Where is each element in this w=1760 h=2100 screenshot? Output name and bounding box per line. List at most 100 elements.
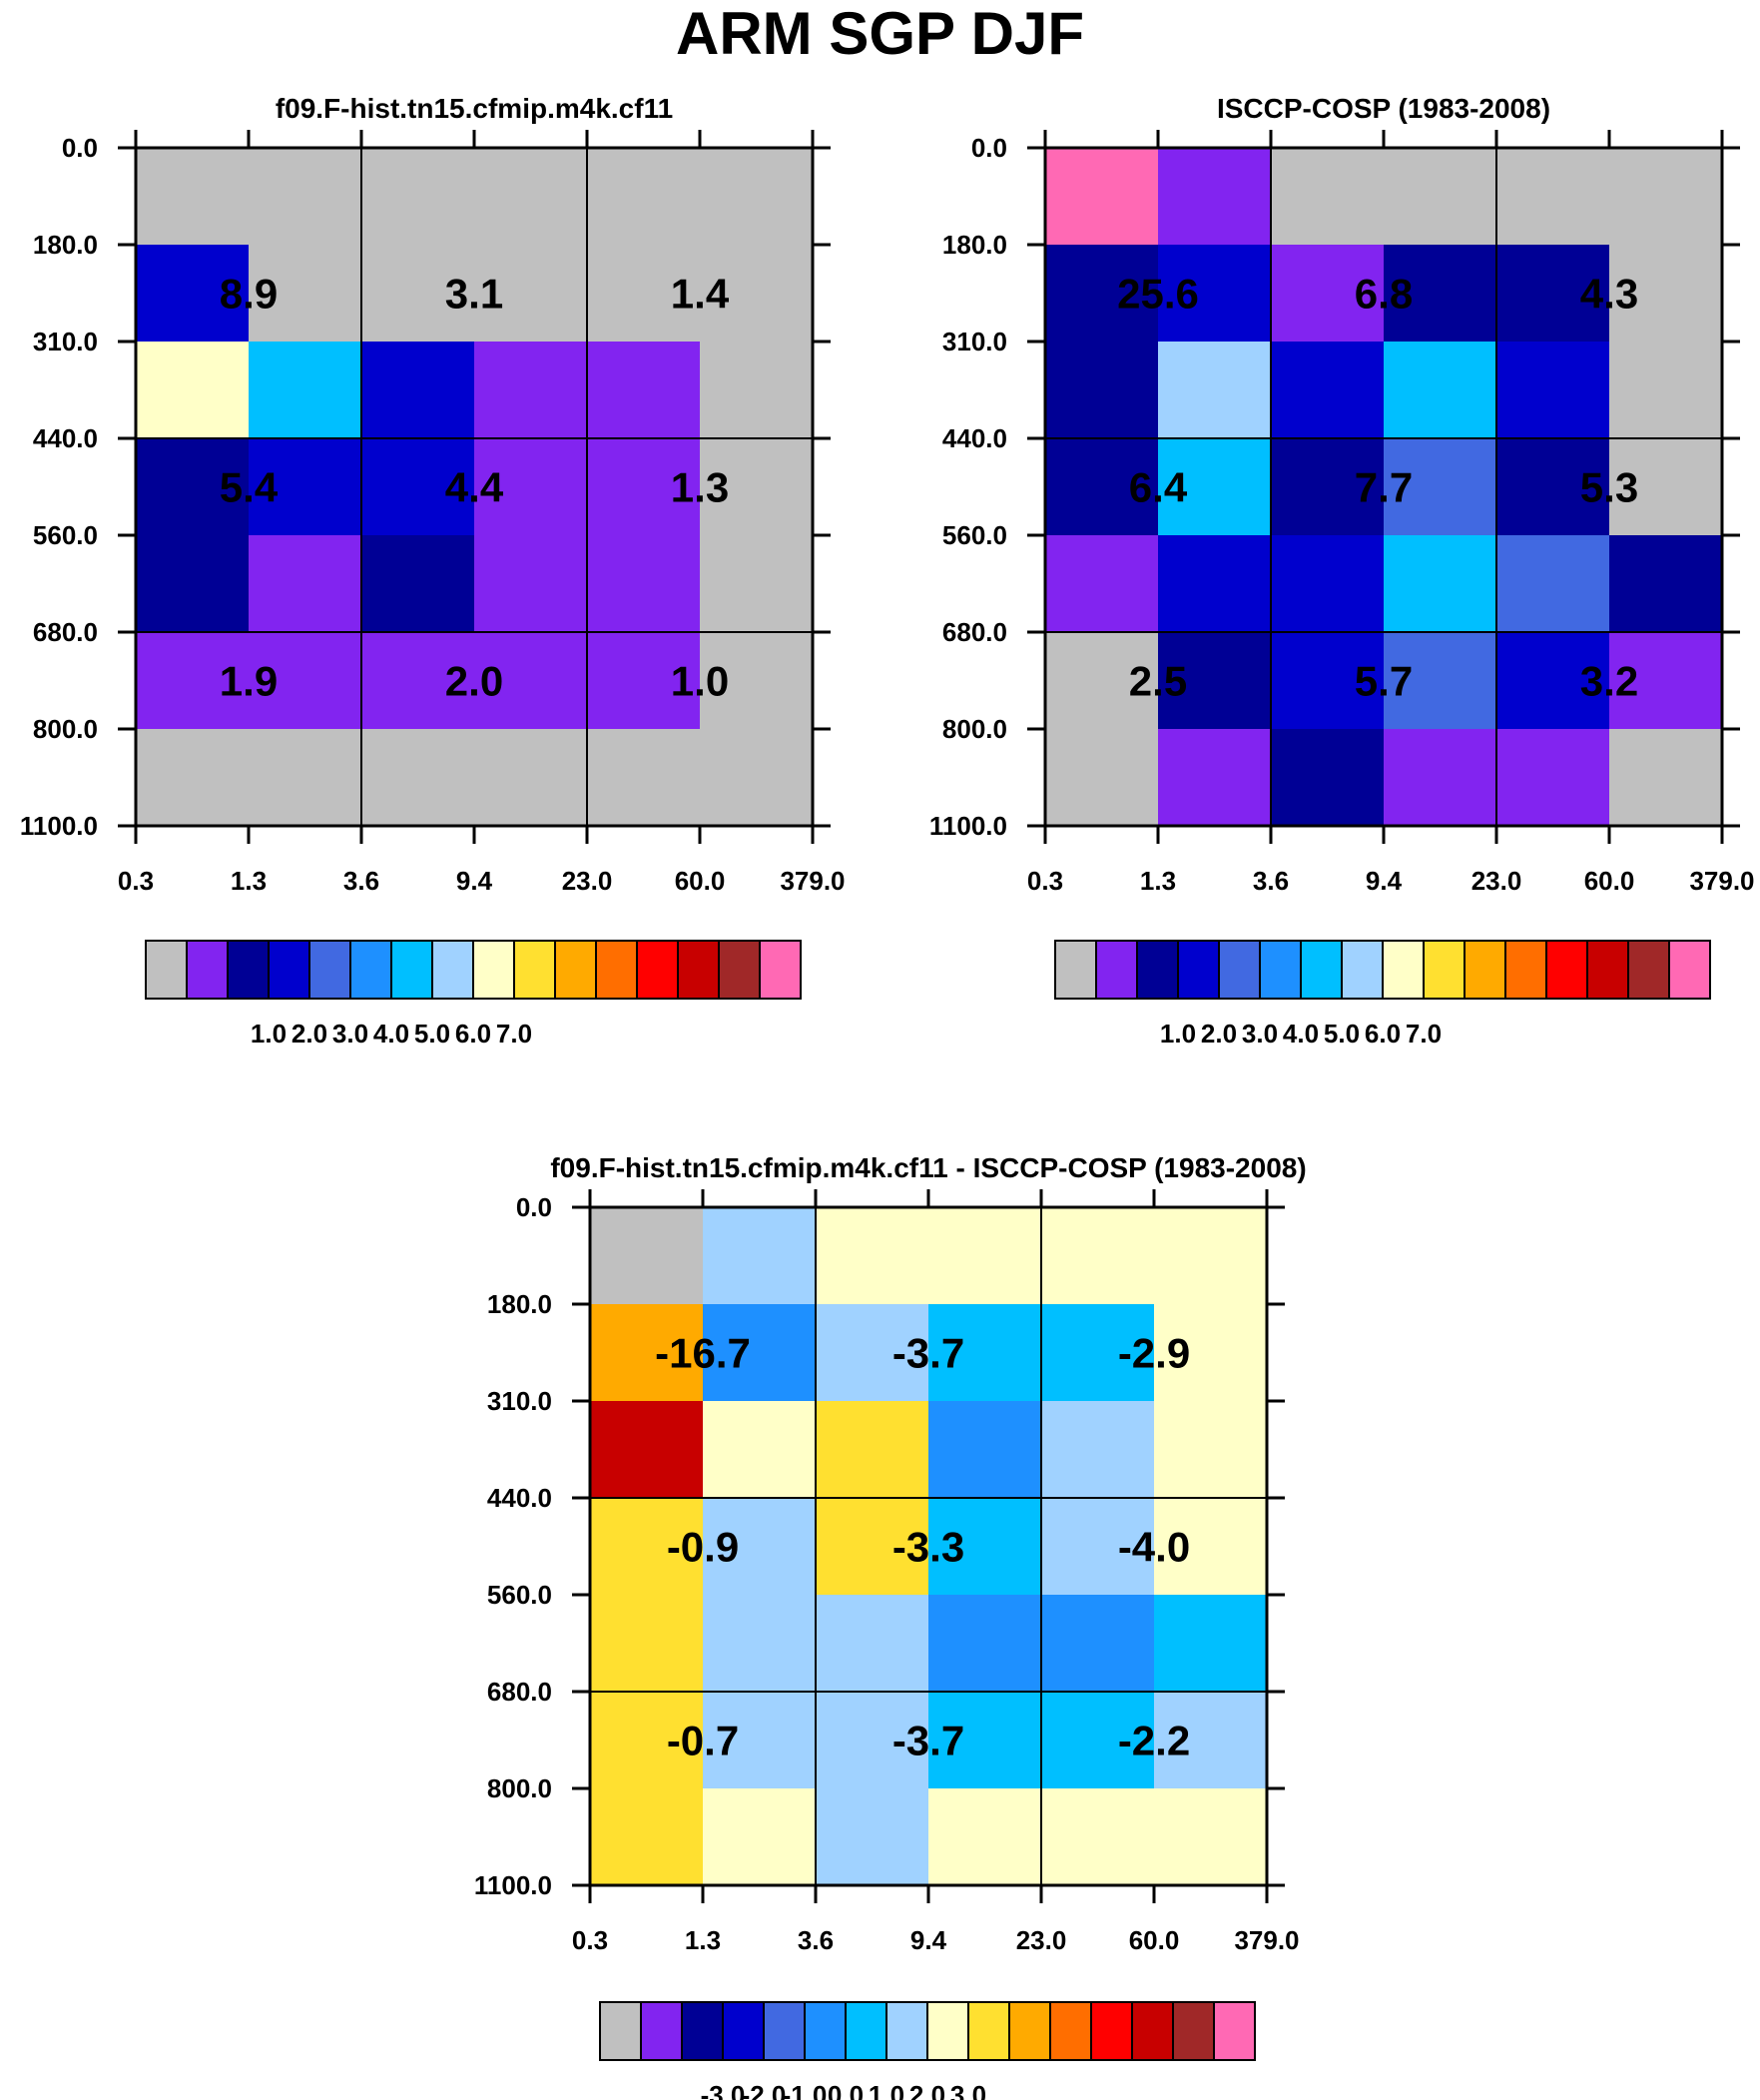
heatmap-cell (1158, 535, 1272, 633)
panel-observations: 0.3 1.3 3.6 9.4 23.0 60.0 379.0 0.0 180.0 310.0 44… (929, 93, 1755, 896)
colorbar-swatch (1341, 940, 1384, 1000)
heatmap-cell (1041, 1788, 1155, 1886)
heatmap-cell (1045, 245, 1159, 343)
colorbar-swatch (722, 2001, 765, 2061)
colorbar-swatch (1213, 2001, 1256, 2061)
colorbar-label: -3.0 (701, 2080, 746, 2100)
y-tick-label: 800.0 (487, 1773, 552, 1803)
colorbar-swatch (1423, 940, 1466, 1000)
heatmap-cell (700, 632, 814, 730)
heatmap-cell (136, 438, 250, 536)
y-tick-label: 440.0 (33, 423, 98, 453)
colorbar-model: 1.0 2.0 3.0 4.0 5.0 6.0 7.0 (145, 940, 802, 1049)
colorbar-swatch (1095, 940, 1138, 1000)
colorbar-swatch (1545, 940, 1588, 1000)
heatmap-cell (928, 1595, 1042, 1693)
heatmap-cell (249, 632, 362, 730)
heatmap-cell (703, 1595, 817, 1693)
colorbar-swatch (513, 940, 556, 1000)
panel-title: ISCCP-COSP (1983-2008) (1217, 93, 1550, 124)
heatmap-cell (1609, 535, 1723, 633)
y-tick-label: 1100.0 (20, 811, 98, 841)
heatmap-cell (1609, 632, 1723, 730)
heatmap-cell (474, 245, 588, 343)
colorbar-swatch (926, 2001, 969, 2061)
colorbar-swatch (268, 940, 310, 1000)
y-tick-label: 440.0 (942, 423, 1007, 453)
heatmap-cell (928, 1498, 1042, 1596)
box-value-label: 3.2 (1580, 658, 1638, 705)
heatmap-cell (136, 148, 250, 246)
heatmap-cell (587, 632, 701, 730)
colorbar-label: 5.0 (1324, 1019, 1360, 1049)
x-tick-label: 3.6 (343, 866, 379, 896)
colorbar-swatch (759, 940, 802, 1000)
x-tick-label: 3.6 (798, 1925, 834, 1955)
heatmap-cell (1158, 342, 1272, 439)
heatmap-cell (361, 342, 475, 439)
heatmap-cell (590, 1207, 704, 1305)
y-tick-label: 1100.0 (929, 811, 1007, 841)
x-tick-label: 1.3 (1140, 866, 1176, 896)
box-value-label: 25.6 (1117, 271, 1199, 318)
colorbar-observations: 1.0 2.0 3.0 4.0 5.0 6.0 7.0 (1054, 940, 1711, 1049)
figure-title: ARM SGP DJF (676, 0, 1084, 67)
box-value-label: 2.0 (445, 658, 503, 705)
x-tick-label: 379.0 (780, 866, 845, 896)
heatmap-cell (1158, 245, 1272, 343)
colorbar-swatch (718, 940, 761, 1000)
heatmap-cell (1154, 1595, 1268, 1693)
box-value-label: -0.7 (667, 1718, 739, 1764)
heatmap-cell (700, 148, 814, 246)
heatmap-cell (816, 1401, 929, 1499)
colorbar-label: -1.0 (783, 2080, 828, 2100)
colorbar-swatch (472, 940, 515, 1000)
heatmap-cell (249, 148, 362, 246)
box-value-label: 1.9 (220, 658, 278, 705)
box-value-label: 2.5 (1129, 658, 1187, 705)
panel-title: f09.F-hist.tn15.cfmip.m4k.cf11 - ISCCP-C… (550, 1152, 1306, 1183)
heatmap-cell (816, 1788, 929, 1886)
y-tick-label: 0.0 (62, 133, 98, 163)
heatmap-cell (928, 1788, 1042, 1886)
y-tick-label: 680.0 (33, 617, 98, 647)
heatmap-cell (1271, 729, 1385, 827)
heatmap-cell (361, 535, 475, 633)
heatmap-cell (1609, 729, 1723, 827)
y-tick-label: 1100.0 (474, 1870, 552, 1900)
box-value-label: 3.1 (445, 271, 503, 318)
x-tick-label: 379.0 (1234, 1925, 1299, 1955)
heatmap-cell (361, 632, 475, 730)
colorbar-swatch (595, 940, 638, 1000)
heatmap-cell (474, 535, 588, 633)
y-tick-label: 310.0 (33, 327, 98, 356)
heatmap-cell (136, 245, 250, 343)
colorbar-swatch (1131, 2001, 1174, 2061)
colorbar-swatch (1008, 2001, 1051, 2061)
heatmap-cell (1384, 438, 1497, 536)
heatmap-cell (590, 1692, 704, 1789)
panel-title: f09.F-hist.tn15.cfmip.m4k.cf11 (276, 93, 673, 124)
colorbar-label: 7.0 (1406, 1019, 1442, 1049)
colorbar-label: 6.0 (1365, 1019, 1401, 1049)
colorbar-swatch (1049, 2001, 1092, 2061)
colorbar-swatch (1218, 940, 1261, 1000)
colorbar-swatch (640, 2001, 683, 2061)
heatmap-cell (474, 148, 588, 246)
colorbar-label: 3.0 (950, 2080, 986, 2100)
box-value-label: 1.4 (671, 271, 730, 318)
heatmap-cell (1609, 245, 1723, 343)
colorbar-label: -2.0 (742, 2080, 787, 2100)
heatmap-cell (249, 245, 362, 343)
heatmap-cell (1045, 148, 1159, 246)
y-tick-label: 560.0 (487, 1580, 552, 1610)
heatmap-cell (700, 729, 814, 827)
colorbar-swatch (1136, 940, 1179, 1000)
heatmap-cell (587, 438, 701, 536)
heatmap-cell (590, 1788, 704, 1886)
heatmap-cell (1496, 632, 1610, 730)
y-tick-label: 680.0 (487, 1677, 552, 1707)
box-value-label: 4.3 (1580, 271, 1638, 318)
heatmap-cell (1154, 1692, 1268, 1789)
y-tick-label: 180.0 (487, 1289, 552, 1319)
